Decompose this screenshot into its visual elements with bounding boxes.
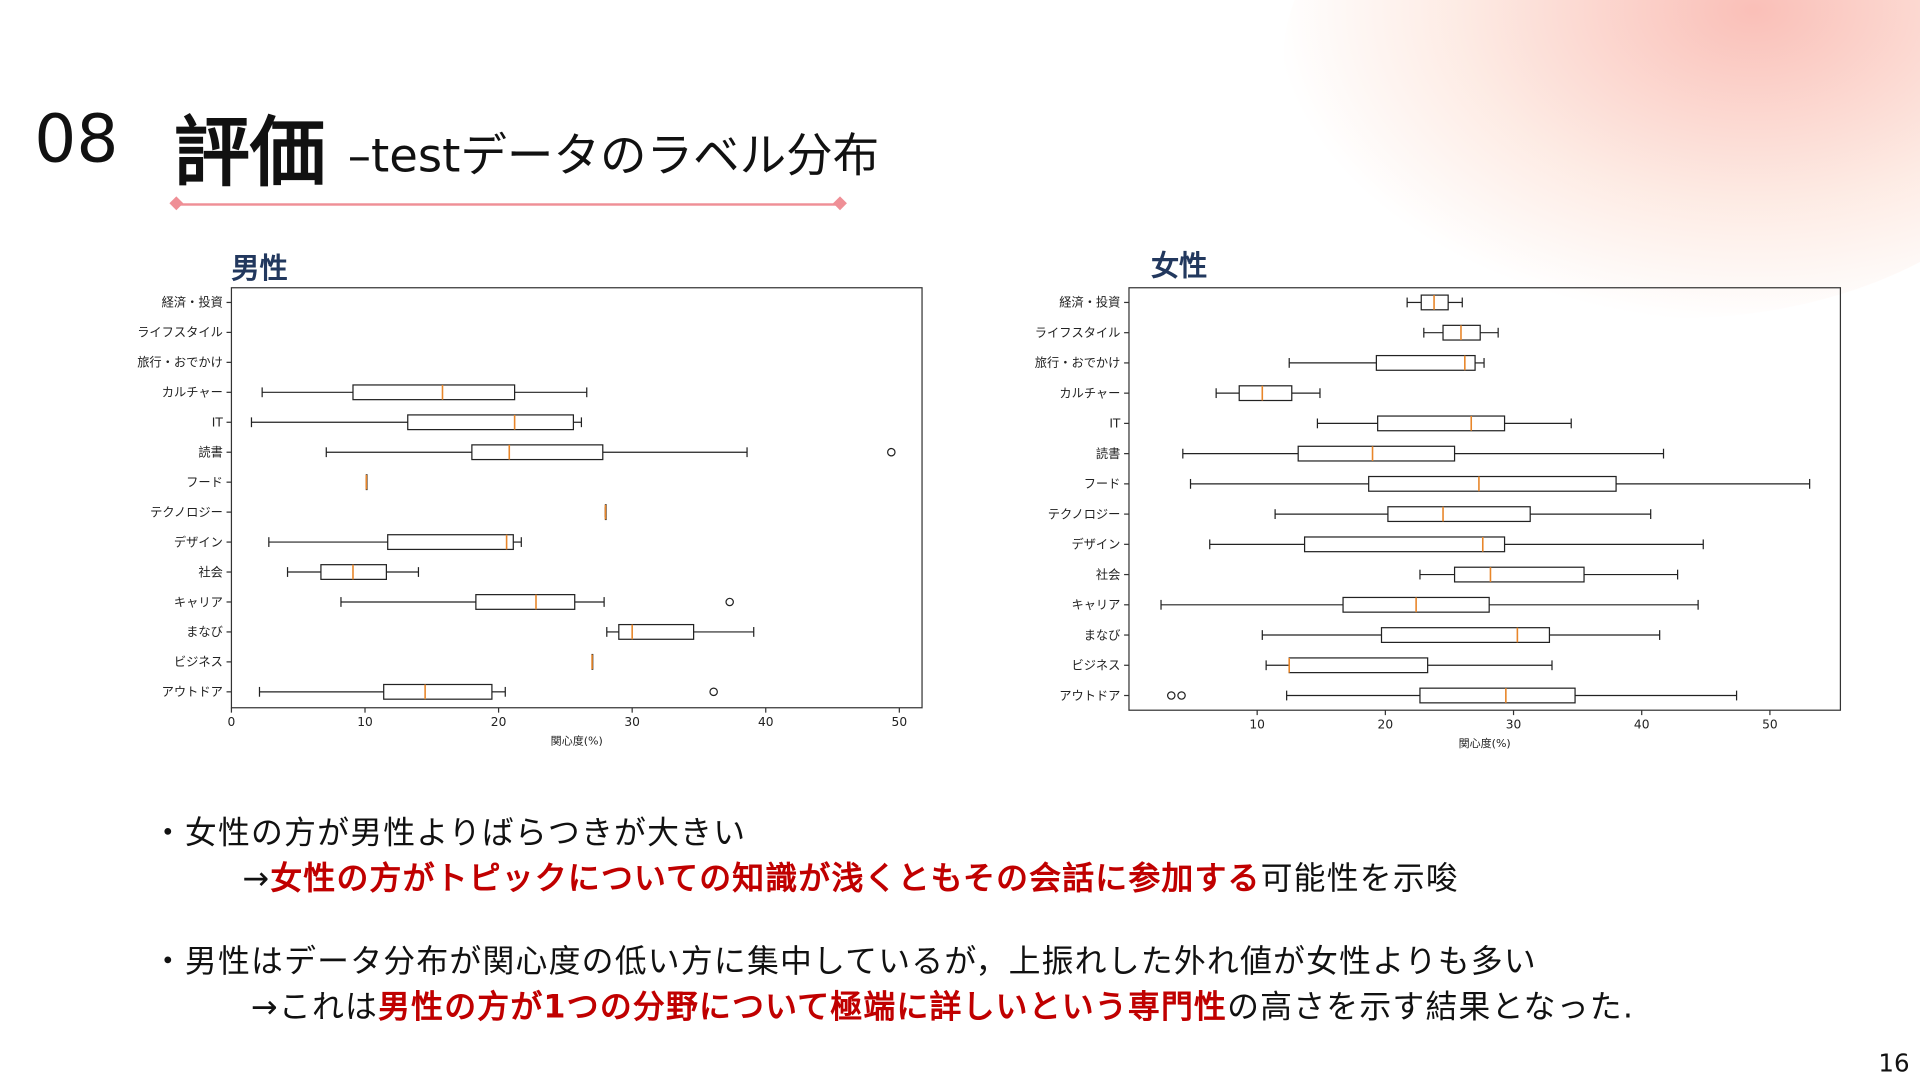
y-tick-label: フード [1084,477,1121,491]
bullet-2: ・男性はデータ分布が関心度の低い方に集中しているが，上振れした外れ値が女性よりも… [151,944,1537,981]
y-tick-label: 読書 [198,444,222,459]
outlier-point [1177,691,1186,700]
y-tick-label: IT [1109,417,1121,431]
y-tick-label: ライフスタイル [1035,326,1121,340]
outlier-point [1166,691,1176,700]
outlier-point [887,447,896,457]
x-tick-label: 40 [758,715,774,729]
y-tick-label: 経済・投資 [1059,295,1120,310]
x-tick-label: 0 [228,715,236,729]
box [1387,506,1531,523]
y-tick-label: 旅行・おでかけ [137,356,223,370]
box [1238,385,1293,402]
y-tick-label: アウトドア [1059,689,1120,703]
x-tick-label: 20 [1378,718,1394,732]
y-tick-label: 社会 [1096,567,1120,582]
page-number: 16 [1878,1048,1910,1078]
x-tick-label: 10 [1249,718,1265,732]
title-underline [178,203,841,206]
x-tick-label: 10 [357,715,373,729]
emphasis: 男性の方が1つの分野について極端に詳しいという専門性 [378,989,1228,1027]
x-tick-label: 30 [624,715,640,729]
y-tick-label: デザイン [1071,537,1120,552]
section-number: 08 [34,100,119,178]
box [471,444,604,461]
y-tick-label: キャリア [174,595,223,609]
x-axis-label: 関心度(%) [1459,736,1511,750]
female-chart-title: 女性 [1151,251,1208,283]
arrow: →これは [251,989,379,1027]
y-tick-label: カルチャー [1059,386,1120,400]
x-axis-label: 関心度(%) [551,733,603,747]
arrow: → [242,860,271,898]
outlier-point [725,597,734,607]
box [1303,536,1506,553]
emphasis: 女性の方がトピックについての知識が浅くともその会話に参加する [270,860,1261,898]
x-tick-label: 50 [892,715,908,729]
slide-subtitle: –testデータのラベル分布 [347,128,880,183]
box [1375,354,1476,371]
y-tick-label: 旅行・おでかけ [1035,356,1121,370]
y-tick-label: キャリア [1071,598,1120,612]
y-tick-label: 読書 [1096,446,1120,461]
x-tick-label: 50 [1762,718,1778,732]
y-tick-label: ライフスタイル [137,326,223,340]
x-tick-label: 20 [491,715,507,729]
slide-title: 評価 [173,107,326,198]
bullet-1: ・女性の方が男性よりばらつきが大きい [151,815,747,853]
bullet-2-conclusion: →これは男性の方が1つの分野について極端に詳しいという専門性の高さを示す結果とな… [251,982,1634,1027]
plot-frame [230,287,923,709]
rest: 可能性を示唆 [1260,860,1459,898]
plot-frame [1128,287,1842,711]
box [618,623,695,640]
box [1368,475,1617,492]
outlier-point [709,687,718,697]
bullet-1-conclusion: →女性の方がトピックについての知識が浅くともその会話に参加する可能性を示唆 [242,853,1459,898]
box [383,683,493,700]
rest: の高さを示す結果となった. [1227,989,1635,1027]
y-tick-label: ビジネス [1071,659,1120,673]
y-tick-label: まなび [186,625,223,639]
y-tick-label: アウトドア [162,685,223,699]
box [387,534,514,551]
y-tick-label: IT [212,416,224,430]
y-tick-label: フード [186,475,223,489]
y-tick-label: 経済・投資 [162,295,223,310]
x-tick-label: 40 [1634,718,1650,732]
box [407,414,575,431]
y-tick-label: デザイン [174,534,223,549]
box [1453,566,1585,583]
male-chart-title: 男性 [231,253,288,286]
y-tick-label: テクノロジー [1048,507,1121,521]
box [1380,627,1551,643]
box [1377,415,1506,432]
box [1419,687,1576,704]
y-tick-label: まなび [1084,628,1121,642]
box [1297,445,1456,462]
box [475,594,576,610]
box [1288,657,1429,674]
y-tick-label: 社会 [198,564,222,579]
box [352,384,516,401]
y-tick-label: カルチャー [162,386,223,400]
y-tick-label: テクノロジー [150,505,223,519]
x-tick-label: 30 [1506,718,1522,732]
y-tick-label: ビジネス [174,655,223,669]
